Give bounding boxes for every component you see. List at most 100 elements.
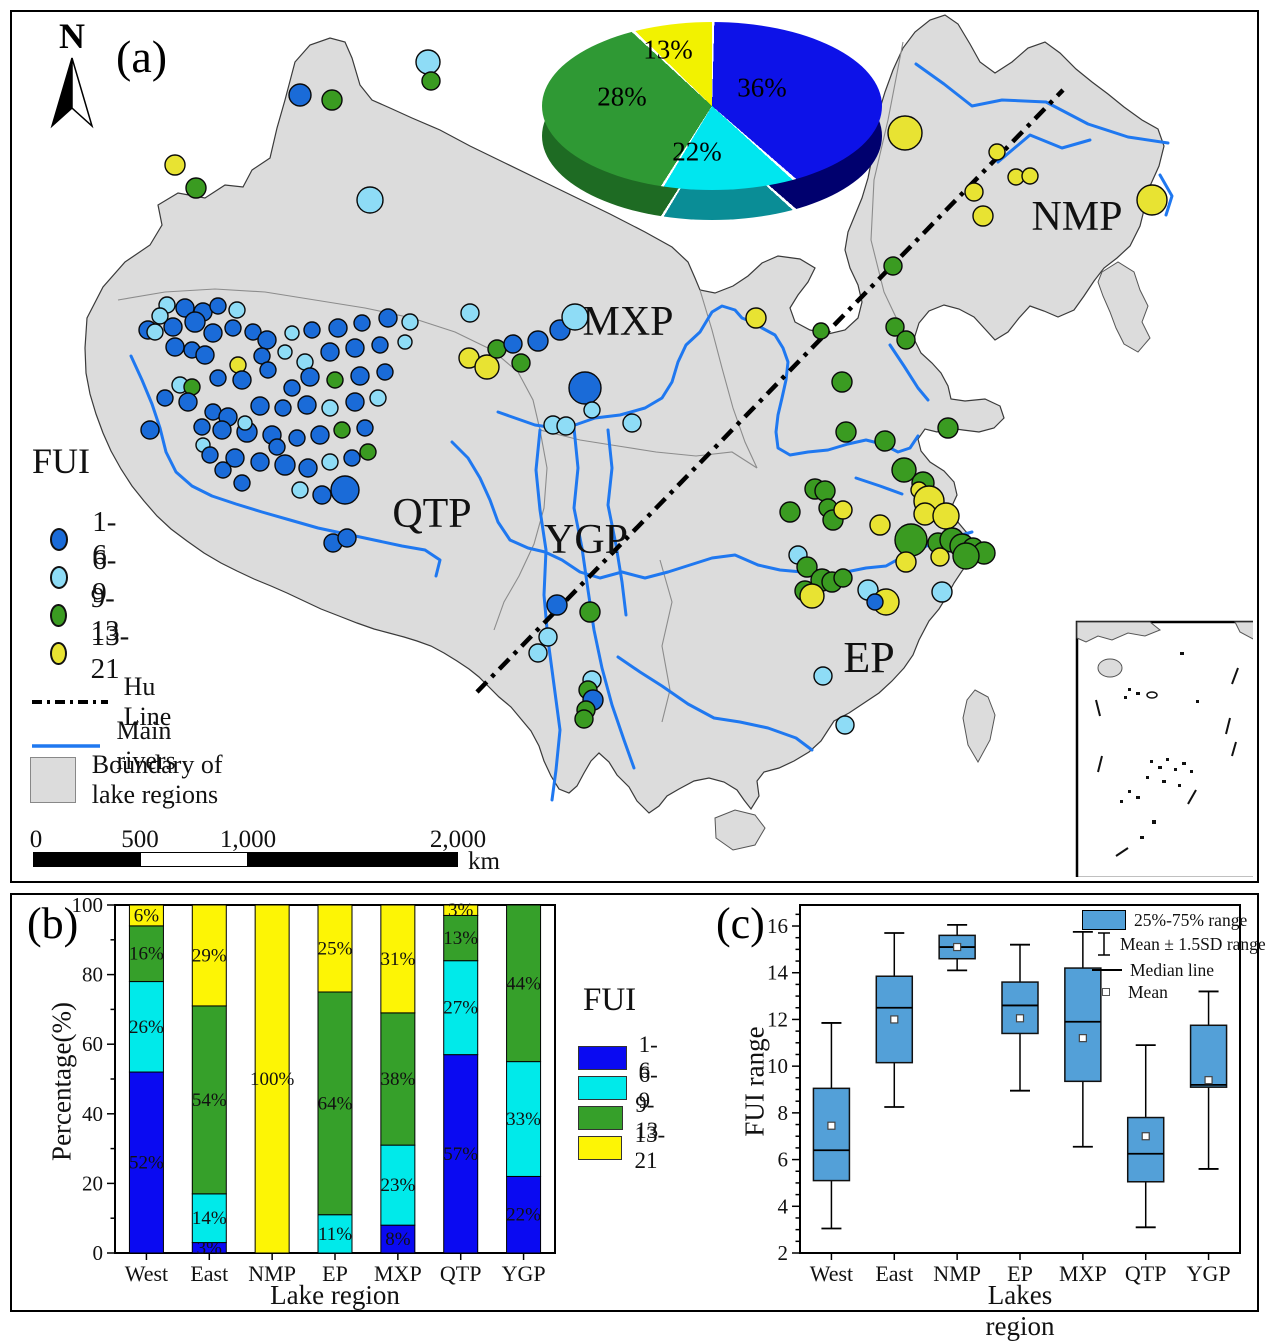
svg-text:20: 20 bbox=[82, 1171, 103, 1195]
svg-text:East: East bbox=[875, 1261, 913, 1286]
fui-9-13-swatch-icon bbox=[578, 1106, 624, 1130]
svg-text:6: 6 bbox=[778, 1148, 789, 1172]
svg-text:East: East bbox=[190, 1261, 228, 1286]
scale-500: 500 bbox=[121, 826, 159, 853]
svg-text:100: 100 bbox=[72, 895, 104, 917]
svg-text:6%: 6% bbox=[134, 905, 160, 926]
hainan-island bbox=[714, 809, 766, 851]
errorbar-icon bbox=[1098, 932, 1110, 956]
svg-text:N: N bbox=[59, 16, 85, 56]
svg-text:31%: 31% bbox=[380, 949, 415, 970]
china-map: MXP NMP QTP YGP EP N bbox=[50, 14, 1253, 877]
bar-legend-item-9-13: 9-13 bbox=[578, 1092, 669, 1144]
hu-line bbox=[475, 88, 1065, 694]
svg-text:3%: 3% bbox=[448, 900, 474, 921]
fui-pie-chart: 36% 22% 28% 13% bbox=[542, 22, 882, 252]
box-legend-range: 25%-75% range bbox=[1082, 908, 1247, 932]
pie-label-22: 22% bbox=[672, 136, 722, 167]
svg-text:11%: 11% bbox=[318, 1224, 352, 1245]
scale-1000: 1,000 bbox=[219, 826, 277, 853]
region-label-ygp: YGP bbox=[544, 517, 628, 563]
svg-text:26%: 26% bbox=[129, 1017, 164, 1038]
scale-seg-2 bbox=[140, 852, 248, 867]
charts-canvas: 0 20 40 60 80 100 West 52% 26% 16% 6% East 3% 14% 54% 2… bbox=[72, 895, 1241, 1286]
svg-text:13%: 13% bbox=[443, 928, 478, 949]
bar-legend-item-13-21: 13-21 bbox=[578, 1122, 677, 1174]
median-line-icon bbox=[1092, 969, 1122, 971]
svg-text:West: West bbox=[810, 1261, 853, 1286]
region-label-qtp: QTP bbox=[392, 491, 471, 537]
region-label-ep: EP bbox=[843, 633, 894, 682]
hu-line-icon bbox=[32, 700, 108, 704]
fui-13-21-dot-icon bbox=[50, 641, 67, 665]
fui-9-13-dot-icon bbox=[50, 603, 67, 627]
box-legend-mean: Mean bbox=[1102, 980, 1168, 1004]
panel-a-label: (a) bbox=[116, 31, 168, 82]
svg-text:QTP: QTP bbox=[1125, 1261, 1167, 1286]
mean-square-icon bbox=[1102, 988, 1110, 996]
svg-text:100%: 100% bbox=[250, 1069, 295, 1090]
map-legend-item-1-6: 1-6 bbox=[50, 506, 121, 572]
scale-seg-1 bbox=[33, 852, 140, 867]
map-legend-boundary: Boundary of lake regions bbox=[30, 750, 233, 810]
svg-text:10: 10 bbox=[767, 1054, 788, 1078]
svg-text:60: 60 bbox=[82, 1032, 103, 1056]
pie-top bbox=[542, 22, 882, 190]
map-legend-item-13-21: 13-21 bbox=[50, 620, 136, 686]
svg-text:25%: 25% bbox=[318, 939, 353, 960]
pie-label-28: 28% bbox=[597, 81, 647, 112]
svg-text:33%: 33% bbox=[506, 1109, 541, 1130]
scale-unit: km bbox=[468, 848, 500, 875]
fui-1-6-swatch-icon bbox=[578, 1046, 627, 1070]
svg-text:80: 80 bbox=[82, 963, 103, 987]
svg-text:16%: 16% bbox=[129, 944, 164, 965]
svg-text:54%: 54% bbox=[192, 1090, 227, 1111]
map-legend-rivers: Main rivers bbox=[30, 716, 203, 776]
svg-text:27%: 27% bbox=[443, 998, 478, 1019]
svg-text:EP: EP bbox=[322, 1261, 348, 1286]
bar-legend-item-6-9: 6-9 bbox=[578, 1062, 665, 1114]
map-legend-title: FUI bbox=[32, 441, 91, 481]
svg-text:2: 2 bbox=[778, 1241, 789, 1265]
south-china-sea-inset bbox=[1075, 620, 1253, 877]
iqr-box-icon bbox=[1082, 910, 1126, 930]
box-legend-sd: Mean ± 1.5SD range bbox=[1096, 932, 1266, 956]
svg-text:12: 12 bbox=[767, 1007, 788, 1031]
svg-text:22%: 22% bbox=[506, 1205, 541, 1226]
box-xlabel: Lakes region bbox=[985, 1280, 1055, 1341]
pie-label-36: 36% bbox=[737, 72, 787, 103]
bar-xlabel: Lake region bbox=[270, 1280, 400, 1310]
scale-seg-3 bbox=[248, 852, 458, 867]
map-legend-item-6-9: 6-9 bbox=[50, 544, 121, 610]
svg-text:52%: 52% bbox=[129, 1153, 164, 1174]
svg-text:NMP: NMP bbox=[933, 1261, 981, 1286]
fui-6-9-dot-icon bbox=[50, 565, 69, 589]
svg-text:8: 8 bbox=[778, 1101, 789, 1125]
svg-text:0: 0 bbox=[93, 1241, 104, 1265]
svg-text:MXP: MXP bbox=[374, 1261, 422, 1286]
north-arrow-icon: N bbox=[50, 16, 94, 129]
svg-text:4: 4 bbox=[778, 1194, 789, 1218]
svg-text:YGP: YGP bbox=[1187, 1261, 1231, 1286]
svg-text:EP: EP bbox=[1007, 1261, 1033, 1286]
svg-text:14%: 14% bbox=[192, 1208, 227, 1229]
svg-text:38%: 38% bbox=[380, 1069, 415, 1090]
fui-13-21-swatch-icon bbox=[578, 1136, 623, 1160]
lake-dots bbox=[138, 49, 1168, 735]
panel-a-map bbox=[10, 10, 1259, 883]
svg-text:64%: 64% bbox=[318, 1093, 353, 1114]
svg-text:57%: 57% bbox=[443, 1144, 478, 1165]
svg-text:West: West bbox=[125, 1261, 168, 1286]
svg-text:29%: 29% bbox=[192, 945, 227, 966]
svg-text:NMP: NMP bbox=[248, 1261, 296, 1286]
svg-text:14: 14 bbox=[767, 961, 789, 985]
scale-0: 0 bbox=[29, 826, 43, 853]
fui-6-9-swatch-icon bbox=[578, 1076, 627, 1100]
svg-text:MXP: MXP bbox=[1059, 1261, 1107, 1286]
korea-landmass bbox=[1097, 261, 1151, 353]
svg-text:8%: 8% bbox=[385, 1229, 411, 1250]
boundary-swatch-icon bbox=[30, 757, 76, 803]
taiwan-island bbox=[962, 689, 996, 764]
svg-text:YGP: YGP bbox=[502, 1261, 546, 1286]
pie-label-13: 13% bbox=[643, 34, 693, 65]
